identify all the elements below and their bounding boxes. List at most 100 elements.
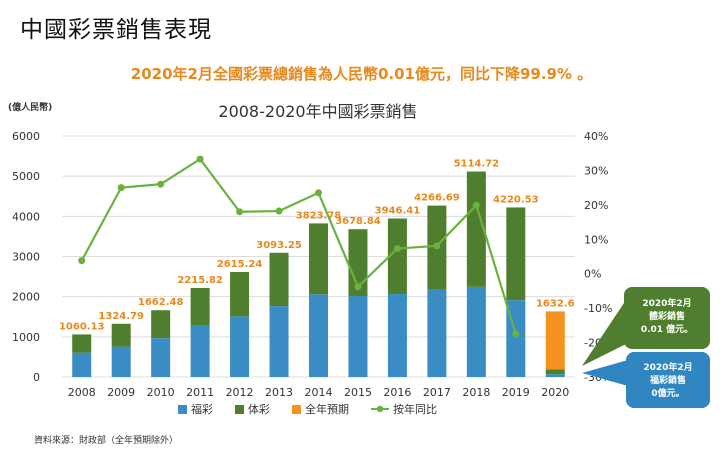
callout-fucai-text: 2020年2月 bbox=[643, 361, 692, 373]
callout-pointer bbox=[582, 360, 628, 386]
y2-tick-label: -10% bbox=[584, 302, 612, 315]
x-tick-label: 2014 bbox=[305, 386, 333, 399]
y2-tick-label: 0% bbox=[584, 268, 601, 281]
total-label: 3823.78 bbox=[296, 210, 342, 221]
callout-ticai-text: 0.01 億元。 bbox=[641, 323, 693, 335]
x-tick-label: 2020 bbox=[541, 386, 569, 399]
callout-pointer bbox=[582, 300, 626, 366]
x-tick-label: 2013 bbox=[265, 386, 293, 399]
total-label: 3678.84 bbox=[335, 216, 381, 227]
total-label: 1632.6 bbox=[536, 298, 575, 309]
y2-tick-label: 30% bbox=[584, 164, 608, 177]
bar-ticai bbox=[387, 218, 407, 295]
yoy-point bbox=[236, 208, 244, 216]
callout-fucai-box bbox=[626, 352, 710, 408]
total-label: 1060.13 bbox=[59, 321, 105, 332]
bar-forecast bbox=[545, 311, 565, 370]
bar-fucai bbox=[466, 286, 486, 377]
yoy-point bbox=[117, 184, 125, 192]
bar-ticai bbox=[151, 310, 171, 339]
legend-label: 全年預期 bbox=[305, 402, 349, 416]
bar-ticai bbox=[190, 287, 210, 326]
bar-ticai bbox=[545, 369, 565, 375]
callout-ticai-box bbox=[624, 287, 710, 349]
callout-fucai-text: 0億元。 bbox=[651, 387, 684, 399]
page-title: 中國彩票銷售表現 bbox=[20, 17, 212, 43]
bar-fucai bbox=[151, 338, 171, 377]
total-label: 5114.72 bbox=[454, 159, 500, 170]
x-tick-label: 2011 bbox=[186, 386, 214, 399]
chart-title: 2008-2020年中國彩票銷售 bbox=[218, 102, 417, 121]
x-tick-label: 2010 bbox=[147, 386, 175, 399]
bar-fucai bbox=[309, 294, 328, 377]
x-tick-label: 2012 bbox=[226, 386, 254, 399]
bar-ticai bbox=[348, 229, 368, 297]
source-note: 資料來源：財政部（全年預期除外） bbox=[34, 436, 179, 446]
yoy-point bbox=[315, 189, 322, 197]
x-tick-label: 2017 bbox=[423, 386, 451, 399]
yoy-point bbox=[354, 283, 362, 291]
yoy-point bbox=[393, 245, 401, 253]
total-label: 2615.24 bbox=[217, 259, 263, 270]
total-label: 4220.53 bbox=[493, 194, 539, 205]
x-tick-label: 2009 bbox=[107, 386, 135, 399]
y-tick-label: 0 bbox=[33, 371, 40, 384]
total-label: 4266.69 bbox=[414, 193, 460, 204]
y-tick-label: 4000 bbox=[12, 210, 40, 223]
total-label: 1324.79 bbox=[98, 311, 144, 322]
bar-fucai bbox=[269, 306, 289, 377]
x-tick-label: 2008 bbox=[68, 386, 96, 399]
bar-ticai bbox=[111, 323, 131, 347]
legend-line-marker bbox=[376, 405, 384, 413]
bar-fucai bbox=[72, 352, 92, 377]
bar-fucai bbox=[427, 289, 447, 377]
callout-fucai-text: 福彩銷售 bbox=[649, 374, 686, 386]
bar-ticai bbox=[506, 207, 526, 301]
y-tick-label: 2000 bbox=[12, 291, 40, 304]
bar-ticai bbox=[466, 171, 486, 287]
x-tick-label: 2018 bbox=[462, 386, 490, 399]
legend-swatch bbox=[292, 405, 301, 414]
bar-fucai bbox=[190, 325, 210, 377]
callout-ticai-text: 體彩銷售 bbox=[649, 310, 685, 322]
y2-tick-label: 20% bbox=[584, 199, 608, 212]
yoy-point bbox=[433, 242, 441, 250]
legend-label: 按年同比 bbox=[393, 402, 437, 416]
legend-label: 福彩 bbox=[191, 402, 213, 416]
y-tick-label: 1000 bbox=[12, 331, 40, 344]
bar-ticai bbox=[230, 271, 250, 317]
x-tick-label: 2015 bbox=[344, 386, 372, 399]
total-label: 3946.41 bbox=[375, 206, 421, 217]
x-tick-label: 2019 bbox=[502, 386, 530, 399]
total-label: 2215.82 bbox=[177, 275, 223, 286]
legend-swatch bbox=[235, 405, 244, 414]
yoy-point bbox=[512, 330, 520, 338]
y2-tick-label: 40% bbox=[584, 130, 608, 143]
bar-fucai bbox=[545, 374, 565, 377]
bar-ticai bbox=[72, 334, 92, 353]
yoy-line bbox=[80, 157, 517, 335]
y-tick-label: 3000 bbox=[12, 251, 40, 264]
bar-fucai bbox=[111, 346, 131, 377]
bar-ticai bbox=[269, 252, 289, 307]
y2-tick-label: 10% bbox=[584, 233, 608, 246]
yoy-point bbox=[157, 180, 165, 188]
y-tick-label: 5000 bbox=[12, 170, 40, 183]
legend-label: 体彩 bbox=[248, 402, 270, 416]
yoy-point bbox=[78, 257, 86, 265]
bar-fucai bbox=[348, 296, 368, 377]
yoy-point bbox=[196, 155, 204, 163]
yoy-point bbox=[275, 207, 283, 215]
y-axis-label: (億人民幣) bbox=[8, 101, 52, 113]
y-tick-label: 6000 bbox=[12, 130, 40, 143]
legend-swatch bbox=[178, 405, 187, 414]
bar-fucai bbox=[230, 316, 250, 377]
bar-fucai bbox=[387, 294, 407, 377]
yoy-point bbox=[472, 201, 480, 209]
callout-ticai-text: 2020年2月 bbox=[642, 297, 691, 309]
x-tick-label: 2016 bbox=[383, 386, 411, 399]
total-label: 3093.25 bbox=[256, 240, 302, 251]
bar-ticai bbox=[309, 223, 328, 295]
